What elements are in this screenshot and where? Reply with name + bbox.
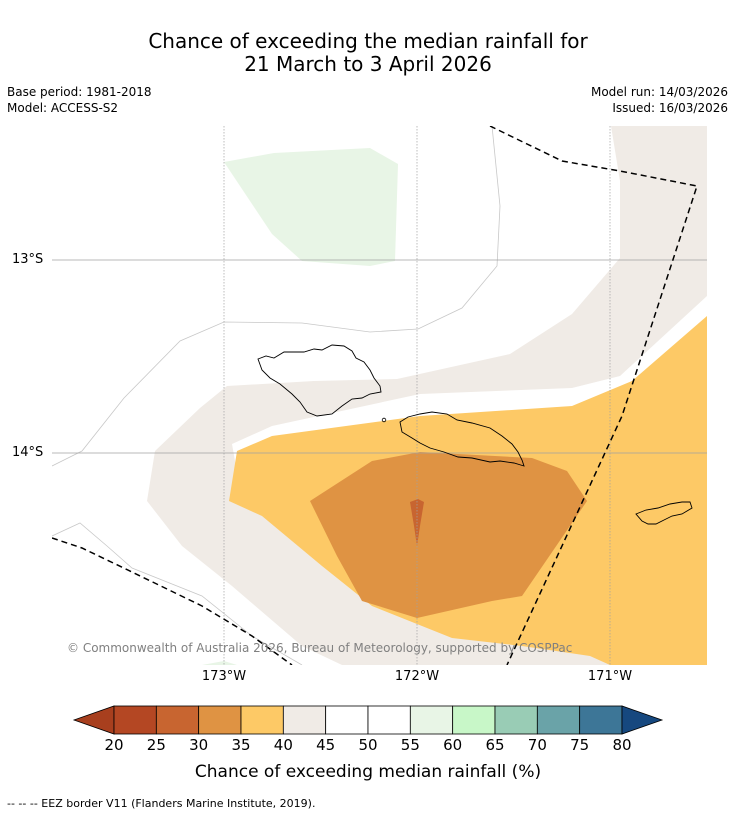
region-30-35 [310, 452, 587, 618]
colorbar-tick-35: 35 [231, 736, 251, 754]
colorbar-bin-30-35 [198, 705, 242, 735]
map-title: Chance of exceeding the median rainfall … [0, 30, 736, 76]
colorbar-extend-low [72, 705, 115, 735]
region-55-60-south [202, 661, 237, 665]
colorbar [72, 705, 664, 735]
colorbar-tick-25: 25 [146, 736, 166, 754]
issued-date: Issued: 16/03/2026 [612, 101, 728, 115]
eez-footnote: -- -- -- EEZ border V11 (Flanders Marine… [7, 797, 316, 810]
colorbar-bin-55-60 [409, 705, 454, 735]
lon-label-172w: 172°W [394, 669, 440, 684]
colorbar-bin-40-45 [282, 705, 327, 735]
colorbar-tick-75: 75 [570, 736, 590, 754]
title-line-2: 21 March to 3 April 2026 [244, 52, 492, 76]
colorbar-title: Chance of exceeding median rainfall (%) [194, 762, 542, 782]
meta-left: Base period: 1981-2018 Model: ACCESS-S2 [7, 84, 152, 116]
title-line-1: Chance of exceeding the median rainfall … [148, 29, 588, 53]
lat-label-13s: 13°S [12, 252, 44, 267]
colorbar-tick-70: 70 [527, 736, 547, 754]
colorbar-tick-60: 60 [443, 736, 463, 754]
copyright-text: © Commonwealth of Australia 2026, Bureau… [67, 641, 573, 655]
colorbar-tick-55: 55 [400, 736, 420, 754]
lon-label-173w: 173°W [201, 669, 247, 684]
colorbar-tick-20: 20 [104, 736, 124, 754]
colorbar-bin-35-40 [240, 705, 284, 735]
colorbar-tick-65: 65 [485, 736, 505, 754]
colorbar-bin-20-25 [113, 705, 157, 735]
colorbar-tick-80: 80 [612, 736, 632, 754]
island-manono [381, 417, 387, 423]
region-40-45-northeast [147, 126, 707, 665]
colorbar-extend-high [621, 705, 664, 735]
model-run: Model run: 14/03/2026 [590, 85, 728, 99]
colorbar-bin-70-75 [536, 705, 581, 735]
grid-lines [52, 126, 707, 665]
colorbar-tick-30: 30 [189, 736, 209, 754]
colorbar-bin-60-65 [452, 705, 496, 735]
eez-border [52, 126, 698, 665]
lon-label-171w: 171°W [587, 669, 633, 684]
colorbar-bin-75-80 [579, 705, 623, 735]
colorbar-bin-45-50 [325, 705, 369, 735]
rainfall-map [52, 126, 707, 665]
lat-label-14s: 14°S [12, 445, 44, 460]
island-savaii [257, 344, 382, 417]
colorbar-bin-65-70 [494, 705, 538, 735]
region-55-60-north [224, 148, 398, 266]
colorbar-bin-50-55 [367, 705, 411, 735]
island-upolu [399, 411, 525, 467]
meta-right: Model run: 14/03/2026 Issued: 16/03/2026 [591, 84, 728, 116]
island-tutuila [635, 501, 693, 525]
colorbar-tick-40: 40 [273, 736, 293, 754]
colorbar-tick-45: 45 [316, 736, 336, 754]
colorbar-tick-50: 50 [358, 736, 378, 754]
model-name: Model: ACCESS-S2 [7, 101, 119, 115]
base-period: Base period: 1981-2018 [7, 85, 152, 99]
colorbar-bin-25-30 [155, 705, 200, 735]
